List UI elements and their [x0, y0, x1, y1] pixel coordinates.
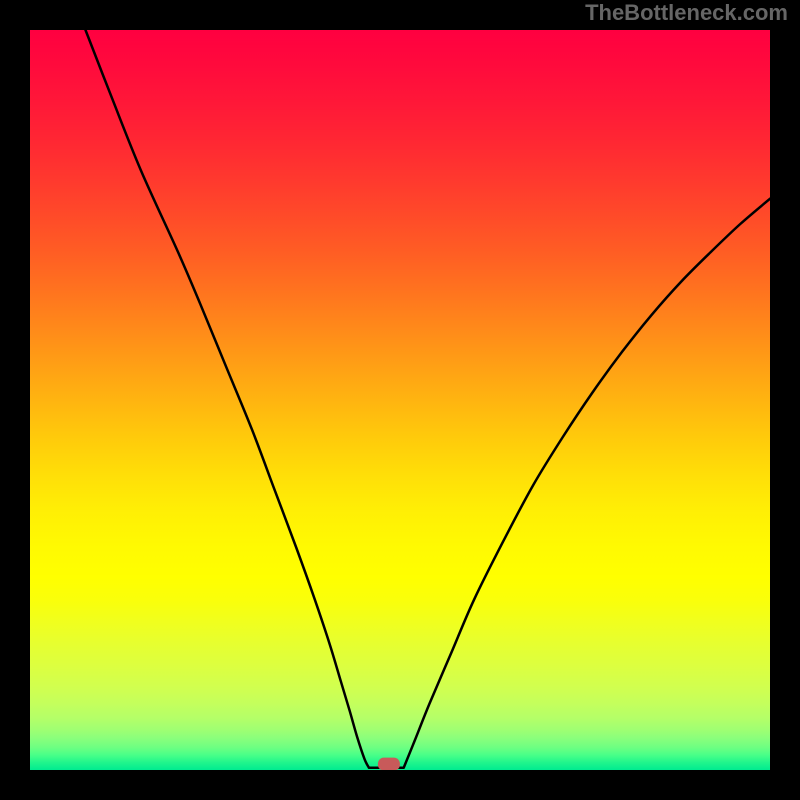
bottleneck-chart	[0, 0, 800, 800]
plot-gradient-background	[30, 30, 770, 770]
watermark-text: TheBottleneck.com	[585, 0, 788, 26]
optimum-marker	[378, 758, 400, 771]
chart-container: TheBottleneck.com	[0, 0, 800, 800]
